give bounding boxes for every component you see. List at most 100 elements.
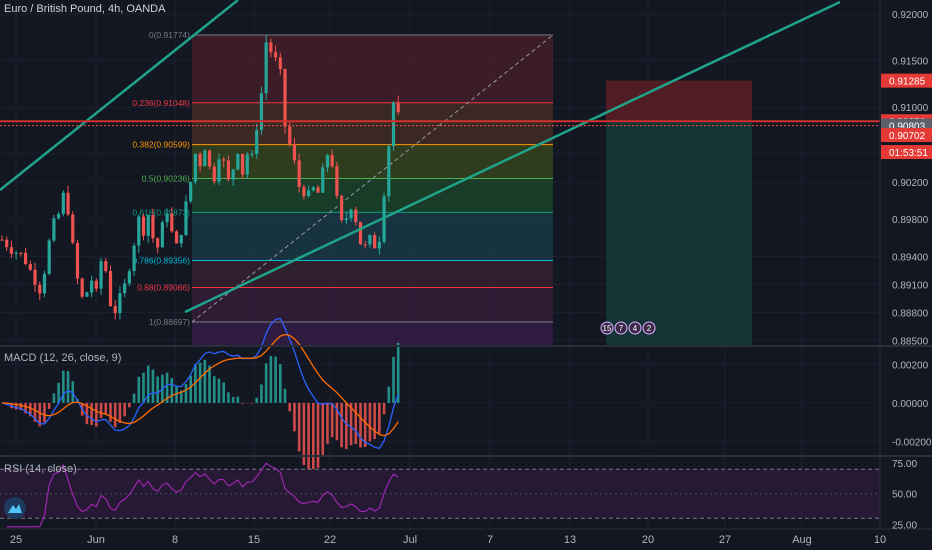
event-marker-icon	[600, 321, 614, 335]
candle-body	[297, 160, 301, 188]
price-badge-label: 0.91285	[889, 77, 926, 88]
candle-body	[118, 293, 122, 314]
macd-histogram-bar	[373, 402, 376, 440]
macd-histogram-bar	[250, 402, 254, 404]
event-marker-label: 4	[633, 324, 638, 333]
macd-histogram-bar	[392, 356, 395, 403]
y-tick-label: 0.89100	[892, 280, 929, 291]
candle-body	[325, 155, 330, 168]
tradingview-logo-icon[interactable]	[4, 497, 26, 519]
macd-histogram-bar	[33, 402, 37, 422]
candle-body	[207, 150, 212, 167]
candle-body	[132, 245, 136, 272]
candle-body	[94, 280, 98, 289]
candle-body	[391, 102, 396, 147]
candle-body	[354, 209, 358, 222]
macd-histogram-bar	[274, 356, 277, 403]
macd-histogram-bar	[184, 384, 188, 403]
macd-histogram-bar	[43, 402, 46, 423]
macd-histogram-bar	[165, 372, 169, 403]
y-tick-label: 0.89800	[892, 215, 929, 226]
macd-histogram-bar	[297, 402, 301, 452]
macd-histogram-bar	[24, 402, 27, 414]
macd-title: MACD (12, 26, close, 9)	[4, 352, 122, 364]
fib-zone	[192, 178, 553, 213]
candle-body	[38, 284, 42, 294]
candle-body	[28, 264, 32, 270]
candle-body	[90, 280, 94, 293]
macd-histogram-bar	[293, 402, 296, 432]
macd-histogram-bar	[340, 402, 343, 448]
rsi-pane: 75.00 50.00 25.00	[0, 459, 917, 531]
data-source: OANDA	[126, 3, 166, 15]
macd-histogram-bar	[198, 362, 202, 403]
x-tick-label: 8	[172, 534, 178, 546]
candle-body	[302, 187, 306, 197]
macd-histogram-bar	[345, 402, 348, 449]
fib-zone	[192, 35, 553, 103]
x-tick-label: Jun	[87, 534, 105, 546]
macd-tick-label: -0.00200	[892, 438, 932, 449]
candle-body	[160, 222, 164, 248]
candle-body	[212, 166, 216, 182]
macd-histogram-bar	[302, 402, 306, 466]
macd-histogram-bar	[175, 386, 178, 403]
rsi-line	[6, 462, 399, 528]
macd-line	[1, 317, 399, 450]
price-badge	[881, 145, 932, 160]
candle-body	[283, 69, 287, 127]
candle-body	[349, 209, 353, 219]
fib-zone	[192, 102, 553, 145]
candle-body	[344, 218, 348, 221]
candle-body	[61, 192, 65, 214]
candle-body	[245, 154, 249, 175]
price-badge-label: 0.90702	[889, 131, 926, 142]
macd-histogram-bar	[99, 402, 103, 419]
x-tick-label: 25	[10, 534, 22, 546]
macd-histogram-bar	[222, 382, 225, 403]
macd-histogram-bar	[326, 402, 329, 444]
candle-body	[236, 153, 240, 170]
candle-body	[311, 187, 315, 191]
fib-level-label: 0(0.91774)	[149, 30, 190, 40]
fib-level-label: 0.88(0.89066)	[137, 283, 190, 293]
event-marker-label: 15	[603, 324, 612, 333]
y-tick-label: 0.88800	[892, 308, 929, 319]
macd-histogram-bar	[142, 372, 145, 403]
candle-body	[307, 190, 311, 197]
x-tick-label: 7	[487, 534, 493, 546]
candle-body	[278, 57, 282, 70]
event-marker-label: 2	[647, 324, 652, 333]
candle-body	[137, 216, 141, 246]
event-marker-label: 7	[619, 324, 624, 333]
candle-body	[151, 215, 155, 239]
fib-level-label: 1(0.88697)	[149, 317, 190, 327]
fib-zone	[192, 287, 553, 322]
macd-histogram-bar	[104, 402, 108, 415]
fib-zone	[192, 321, 553, 345]
candle-body	[340, 195, 344, 221]
candle-body	[165, 213, 169, 223]
y-tick-label: 0.91000	[892, 103, 929, 114]
y-tick-label: 0.88500	[892, 336, 929, 347]
candle-body	[387, 146, 391, 197]
macd-histogram-bar	[236, 396, 240, 403]
macd-histogram-bar	[29, 402, 32, 417]
macd-histogram-bar	[312, 402, 315, 470]
candle-body	[75, 242, 80, 279]
macd-histogram-bar	[227, 392, 230, 403]
price-badge-label: 01:53:51	[889, 148, 928, 159]
candle-body	[321, 167, 325, 193]
candle-body	[156, 238, 160, 248]
price-badge	[881, 128, 932, 143]
candle-body	[52, 218, 56, 241]
y-tick-label: 0.92000	[892, 10, 929, 21]
candle-body	[80, 278, 84, 297]
macd-histogram-bar	[52, 393, 56, 403]
macd-histogram-bar	[109, 402, 112, 422]
price-badge	[881, 73, 932, 88]
price-candles	[0, 35, 400, 320]
macd-histogram-bar	[241, 402, 244, 404]
